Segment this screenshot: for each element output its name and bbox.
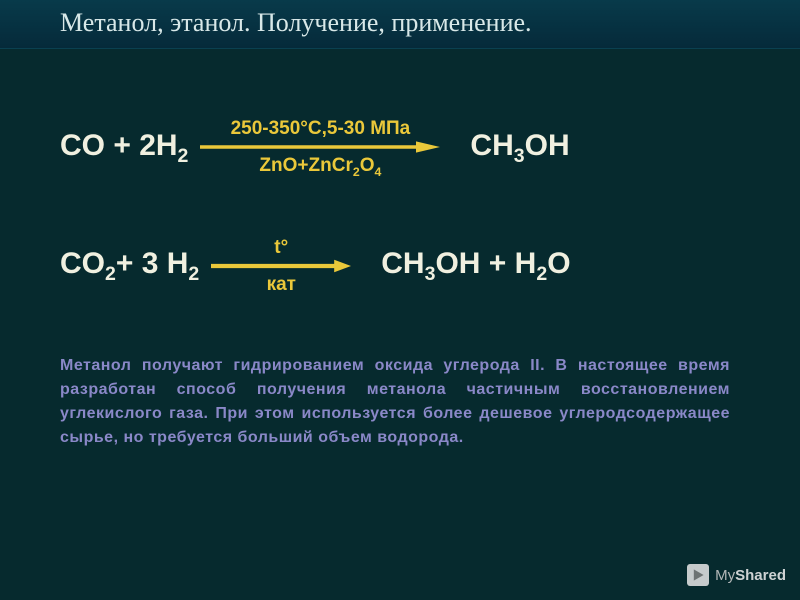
equation2-left: CO2+ 3 H2 [60,247,199,286]
arrow-icon [211,259,351,273]
slide-title: Метанол, этанол. Получение, применение. [60,8,780,38]
equation1-bottom-condition: ZnO+ZnCr2O4 [259,156,381,178]
equation2-arrow-block: t° кат [211,238,351,294]
play-icon [687,564,709,586]
equation2-right: CH3OH + H2O [381,247,570,286]
watermark: MyShared [687,564,786,586]
title-bar: Метанол, этанол. Получение, применение. [0,0,800,49]
equation1-left: CO + 2H2 [60,129,188,168]
equation1-arrow-block: 250-350°C,5-30 МПа ZnO+ZnCr2O4 [200,119,440,178]
slide: Метанол, этанол. Получение, применение. … [0,0,800,600]
equation-methanol-from-co: CO + 2H2 250-350°C,5-30 МПа ZnO+ZnCr2O4 … [60,119,760,178]
equation1-right: CH3OH [470,129,569,168]
watermark-text: MyShared [715,567,786,584]
equation2-bottom-condition: кат [267,275,296,294]
arrow-icon [200,140,440,154]
equation2-top-condition: t° [274,238,288,257]
equation-methanol-from-co2: CO2+ 3 H2 t° кат CH3OH + H2O [60,238,760,294]
explanation-paragraph: Метанол получают гидрированием оксида уг… [60,354,760,450]
slide-content: CO + 2H2 250-350°C,5-30 МПа ZnO+ZnCr2O4 … [0,49,800,450]
equation1-top-condition: 250-350°C,5-30 МПа [231,119,411,138]
